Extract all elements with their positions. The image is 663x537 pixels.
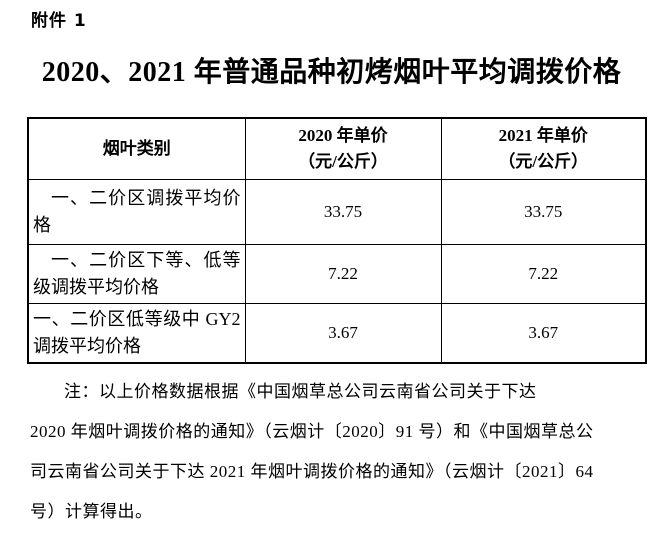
footnote: 注：以上价格数据根据《中国烟草总公司云南省公司关于下达 2020 年烟叶调拨价格…: [30, 372, 646, 532]
footnote-line: 号）计算得出。: [30, 502, 153, 521]
row-price-2021: 7.22: [440, 244, 647, 304]
row-category-label: 一、二价区低等级中 GY2 调拨平均价格: [27, 303, 246, 364]
row-price-2021: 3.67: [440, 303, 647, 364]
row-category-label: 一、二价区调拨平均价格: [27, 179, 246, 245]
header-cell-2020: 2020 年单价 （元/公斤）: [244, 117, 442, 180]
footnote-line: 2020 年烟叶调拨价格的通知》（云烟计〔2020〕91 号）和《中国烟草总公: [30, 422, 594, 441]
row-price-2020: 3.67: [244, 303, 442, 364]
table-row: 一、二价区下等、低等级调拨平均价格 7.22 7.22: [27, 244, 647, 304]
header-2020-line2: （元/公斤）: [298, 152, 388, 171]
header-category-label: 烟叶类别: [102, 139, 171, 158]
table-header-row: 烟叶类别 2020 年单价 （元/公斤） 2021 年单价 （元/公斤）: [27, 117, 647, 180]
header-2020-line1: 2020 年单价: [298, 126, 388, 145]
row-category-label: 一、二价区下等、低等级调拨平均价格: [27, 244, 246, 304]
header-2021-line1: 2021 年单价: [498, 126, 588, 145]
document-title: 2020、2021 年普通品种初烤烟叶平均调拨价格: [41, 57, 622, 88]
row-price-2020: 7.22: [244, 244, 442, 304]
price-table: 烟叶类别 2020 年单价 （元/公斤） 2021 年单价 （元/公斤） 一、二…: [27, 117, 647, 364]
header-2021-line2: （元/公斤）: [498, 152, 589, 171]
header-cell-2021: 2021 年单价 （元/公斤）: [440, 117, 647, 180]
row-price-2020: 33.75: [244, 179, 442, 245]
footnote-line: 注：以上价格数据根据《中国烟草总公司云南省公司关于下达: [64, 382, 537, 401]
table-row: 一、二价区低等级中 GY2 调拨平均价格 3.67 3.67: [27, 303, 647, 364]
table-row: 一、二价区调拨平均价格 33.75 33.75: [27, 179, 647, 245]
row-price-2021: 33.75: [440, 179, 647, 245]
attachment-label: 附件 1: [31, 11, 87, 31]
header-cell-category: 烟叶类别: [27, 117, 246, 180]
footnote-line: 司云南省公司关于下达 2021 年烟叶调拨价格的通知》（云烟计〔2021〕64: [30, 462, 594, 481]
